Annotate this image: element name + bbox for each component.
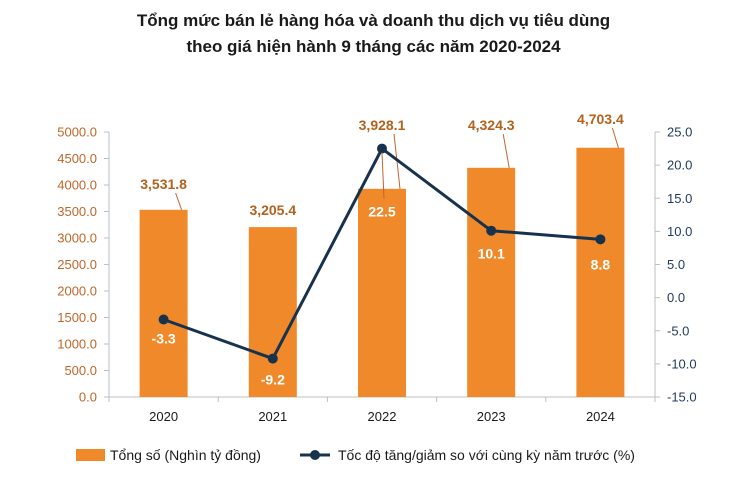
line-data-label: -3.3 <box>152 330 176 346</box>
legend-label-bar: Tổng số (Nghìn tỷ đồng) <box>110 447 261 463</box>
left-axis-tick-label: 5000.0 <box>57 125 97 140</box>
bar-data-label: 3,928.1 <box>359 117 406 133</box>
growth-rate-point-2023 <box>486 225 497 236</box>
bar-data-label: 3,205.4 <box>249 202 296 218</box>
x-axis-category-label: 2020 <box>149 409 178 424</box>
left-axis-tick-label: 1500.0 <box>57 310 97 325</box>
left-axis-tick-label: 3500.0 <box>57 204 97 219</box>
right-axis-tick-label: 0.0 <box>667 290 685 305</box>
bar-label-leader-line <box>611 127 619 148</box>
left-axis-tick-label: 2500.0 <box>57 257 97 272</box>
left-axis-tick-label: 3000.0 <box>57 231 97 246</box>
legend-swatch-bar <box>76 449 105 461</box>
left-axis-tick-label: 0.0 <box>79 390 97 405</box>
x-axis-category-label: 2023 <box>477 409 506 424</box>
bar-2020 <box>139 209 188 397</box>
chart-title-line-1: Tổng mức bán lẻ hàng hóa và doanh thu dị… <box>136 11 611 30</box>
left-axis-tick-label: 500.0 <box>64 363 97 378</box>
legend-swatch-line-marker <box>310 450 320 460</box>
right-axis-tick-label: -5.0 <box>667 323 689 338</box>
line-data-label: 22.5 <box>368 204 395 220</box>
bar-2022 <box>358 188 406 397</box>
left-axis-tick-label: 4500.0 <box>57 151 97 166</box>
growth-rate-point-2022 <box>377 143 387 154</box>
bar-data-label: 3,531.8 <box>140 176 187 192</box>
line-label-leader-line <box>381 152 385 199</box>
right-axis-tick-label: -10.0 <box>667 356 697 371</box>
bar-label-leader-line <box>175 192 183 210</box>
right-axis-tick-label: 15.0 <box>667 191 692 206</box>
right-axis-tick-label: 20.0 <box>667 158 692 173</box>
line-data-label: 10.1 <box>478 246 505 262</box>
line-data-label: -9.2 <box>261 372 285 388</box>
chart-title-line-2: theo giá hiện hành 9 tháng các năm 2020-… <box>186 37 561 56</box>
growth-rate-point-2021 <box>267 353 278 364</box>
right-axis-tick-label: -15.0 <box>667 390 697 405</box>
right-axis-tick-label: 25.0 <box>667 125 692 140</box>
x-axis-category-label: 2022 <box>368 409 397 424</box>
left-axis-tick-label: 2000.0 <box>57 284 97 299</box>
right-axis-tick-label: 10.0 <box>667 224 692 239</box>
growth-rate-point-2024 <box>595 234 606 245</box>
line-data-label: 8.8 <box>591 256 611 272</box>
right-axis-tick-label: 5.0 <box>667 257 685 272</box>
bar-2024 <box>576 147 625 397</box>
legend-label-line: Tốc độ tăng/giảm so với cùng kỳ năm trướ… <box>338 447 635 463</box>
x-axis-category-label: 2021 <box>258 409 287 424</box>
chart-title: Tổng mức bán lẻ hàng hóa và doanh thu dị… <box>0 8 747 60</box>
bar-data-label: 4,703.4 <box>577 111 624 127</box>
bar-data-label: 4,324.3 <box>468 117 515 133</box>
x-axis-category-label: 2024 <box>586 409 615 424</box>
bar-2023 <box>467 167 516 397</box>
growth-rate-point-2020 <box>158 314 169 325</box>
left-axis-tick-label: 1000.0 <box>57 337 97 352</box>
bar-2021 <box>248 227 297 397</box>
bar-label-leader-line <box>502 133 510 168</box>
left-axis-tick-label: 4000.0 <box>57 178 97 193</box>
